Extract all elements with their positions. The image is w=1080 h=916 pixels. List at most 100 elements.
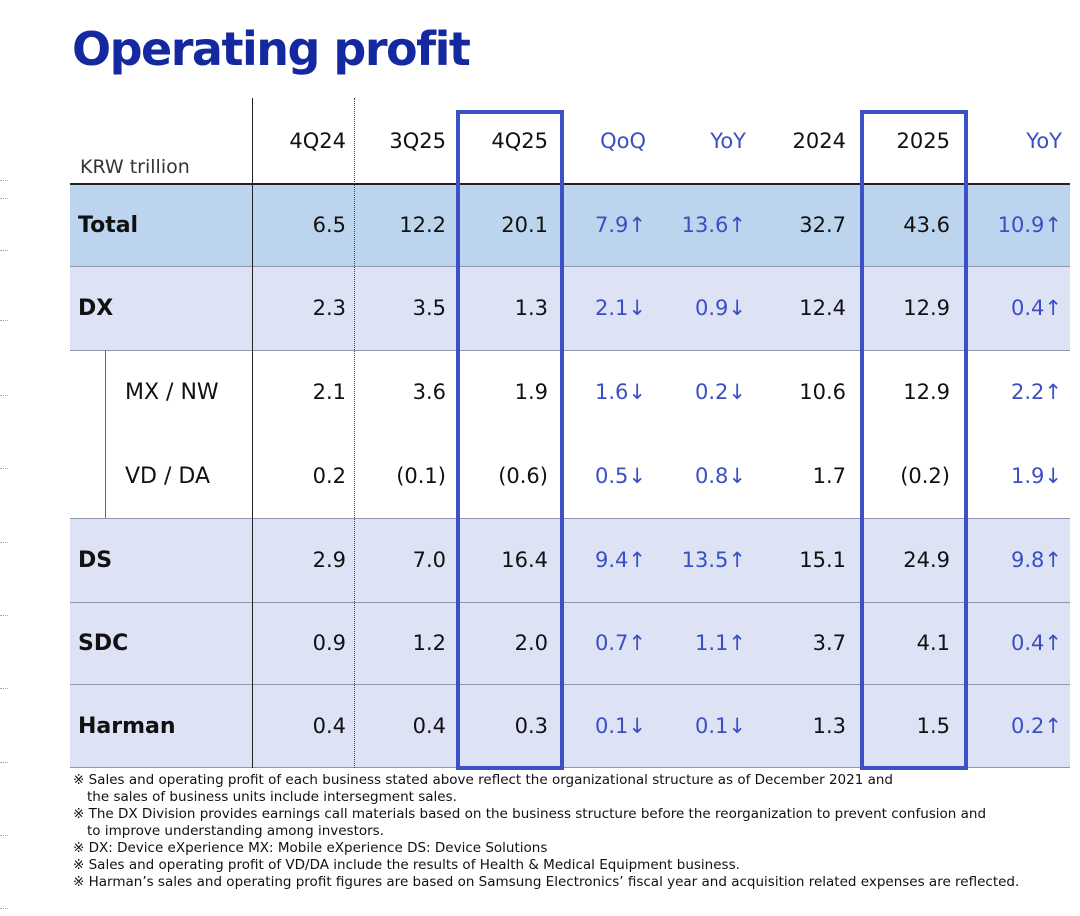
cell-change: 0.4↑ (1011, 296, 1062, 320)
row-divider (70, 350, 1070, 351)
cell-value: 12.2 (399, 213, 446, 237)
footnote-1-continued: the sales of business units include inte… (87, 789, 457, 805)
cell-value: 10.6 (799, 380, 846, 404)
cell-value: 16.4 (501, 548, 548, 572)
cell-change: 0.1↓ (595, 714, 646, 738)
cell-change: 0.2↑ (1011, 714, 1062, 738)
col-header-yoy: YoY (710, 129, 746, 153)
footnote-2-continued: to improve understanding among investors… (87, 823, 385, 839)
cell-value: 1.3 (514, 296, 548, 320)
cell-value: (0.1) (396, 464, 446, 488)
subgroup-indent-divider (105, 350, 106, 518)
table-row-harman: Harman 0.4 0.4 0.3 0.1↓ 0.1↓ 1.3 1.5 0.2… (70, 684, 1070, 768)
table-row-vd-da: VD / DA 0.2 (0.1) (0.6) 0.5↓ 0.8↓ 1.7 (0… (70, 434, 1070, 518)
cell-change: 0.4↑ (1011, 631, 1062, 655)
cell-value: 1.7 (812, 464, 846, 488)
footnote-2: ※ The DX Division provides earnings call… (73, 806, 987, 822)
table-row-ds: DS 2.9 7.0 16.4 9.4↑ 13.5↑ 15.1 24.9 9.8… (70, 518, 1070, 602)
cell-value: (0.2) (900, 464, 950, 488)
cell-change: 2.2↑ (1011, 380, 1062, 404)
table-row-total: Total 6.5 12.2 20.1 7.9↑ 13.6↑ 32.7 43.6… (70, 184, 1070, 266)
cell-value: 7.0 (412, 548, 446, 572)
footnote-4: ※ Sales and operating profit of VD/DA in… (73, 857, 740, 873)
cell-value: 12.4 (799, 296, 846, 320)
col-header-2024: 2024 (792, 129, 846, 153)
header-rule (70, 183, 1070, 185)
cell-value: 0.2 (312, 464, 346, 488)
total-row-band (70, 184, 1070, 266)
row-label: DS (78, 547, 113, 573)
col-header-yoy-annual: YoY (1026, 129, 1062, 153)
cell-value: (0.6) (498, 464, 548, 488)
cell-change: 1.1↑ (695, 631, 746, 655)
footnote-3: ※ DX: Device eXperience MX: Mobile eXper… (73, 840, 548, 856)
table-row-sdc: SDC 0.9 1.2 2.0 0.7↑ 1.1↑ 3.7 4.1 0.4↑ (70, 602, 1070, 684)
quarter-dotted-divider (354, 98, 355, 768)
row-label: VD / DA (125, 463, 210, 489)
unit-label: KRW trillion (80, 156, 190, 178)
table-row-dx: DX 2.3 3.5 1.3 2.1↓ 0.9↓ 12.4 12.9 0.4↑ (70, 266, 1070, 350)
cell-change: 0.7↑ (595, 631, 646, 655)
cell-change: 13.6↑ (681, 213, 746, 237)
cell-change: 0.9↓ (695, 296, 746, 320)
cell-value: 24.9 (903, 548, 950, 572)
cell-change: 9.8↑ (1011, 548, 1062, 572)
cell-change: 0.5↓ (595, 464, 646, 488)
cell-value: 43.6 (903, 213, 950, 237)
cell-value: 4.1 (916, 631, 950, 655)
cell-change: 0.1↓ (695, 714, 746, 738)
table-header-row: KRW trillion 4Q24 3Q25 4Q25 QoQ YoY 2024… (70, 98, 1070, 184)
cell-value: 20.1 (501, 213, 548, 237)
table-row-mx-nw: MX / NW 2.1 3.6 1.9 1.6↓ 0.2↓ 10.6 12.9 … (70, 350, 1070, 434)
cell-value: 3.7 (812, 631, 846, 655)
highlight-box-2025 (860, 110, 968, 770)
operating-profit-table: KRW trillion 4Q24 3Q25 4Q25 QoQ YoY 2024… (70, 98, 1070, 770)
cell-value: 1.2 (412, 631, 446, 655)
cell-value: 1.3 (812, 714, 846, 738)
cell-value: 12.9 (903, 380, 950, 404)
footnotes: ※ Sales and operating profit of each bus… (73, 772, 1073, 891)
col-header-qoq: QoQ (600, 129, 646, 153)
cell-change: 9.4↑ (595, 548, 646, 572)
cell-value: 32.7 (799, 213, 846, 237)
table-bottom-rule (70, 767, 1070, 768)
cell-change: 1.6↓ (595, 380, 646, 404)
cell-change: 10.9↑ (997, 213, 1062, 237)
col-header-2025: 2025 (896, 129, 950, 153)
footnote-1: ※ Sales and operating profit of each bus… (73, 772, 894, 788)
cell-value: 1.5 (916, 714, 950, 738)
row-divider (70, 684, 1070, 685)
row-label: DX (78, 295, 114, 321)
cell-change: 1.9↓ (1011, 464, 1062, 488)
cell-change: 0.8↓ (695, 464, 746, 488)
dx-row-band (70, 266, 1070, 350)
lower-rows-band (70, 518, 1070, 768)
cell-change: 2.1↓ (595, 296, 646, 320)
row-divider (70, 602, 1070, 603)
cell-value: 2.9 (312, 548, 346, 572)
cell-value: 15.1 (799, 548, 846, 572)
page-title: Operating profit (72, 22, 471, 76)
row-divider (70, 518, 1070, 519)
cell-value: 2.3 (312, 296, 346, 320)
cell-value: 3.6 (412, 380, 446, 404)
label-column-divider (252, 98, 253, 768)
cell-value: 12.9 (903, 296, 950, 320)
cell-change: 13.5↑ (681, 548, 746, 572)
row-label: Total (78, 212, 139, 238)
cell-change: 7.9↑ (595, 213, 646, 237)
cell-value: 0.9 (312, 631, 346, 655)
cell-value: 1.9 (514, 380, 548, 404)
dx-sub-band (252, 350, 1070, 518)
row-divider (70, 266, 1070, 267)
cell-change: 0.2↓ (695, 380, 746, 404)
cell-value: 2.1 (312, 380, 346, 404)
left-edge-strip (0, 180, 8, 910)
cell-value: 2.0 (514, 631, 548, 655)
row-label: SDC (78, 630, 129, 656)
row-label: MX / NW (125, 379, 219, 405)
cell-value: 0.4 (312, 714, 346, 738)
cell-value: 0.4 (412, 714, 446, 738)
col-header-4q25: 4Q25 (491, 129, 548, 153)
col-header-4q24: 4Q24 (289, 129, 346, 153)
